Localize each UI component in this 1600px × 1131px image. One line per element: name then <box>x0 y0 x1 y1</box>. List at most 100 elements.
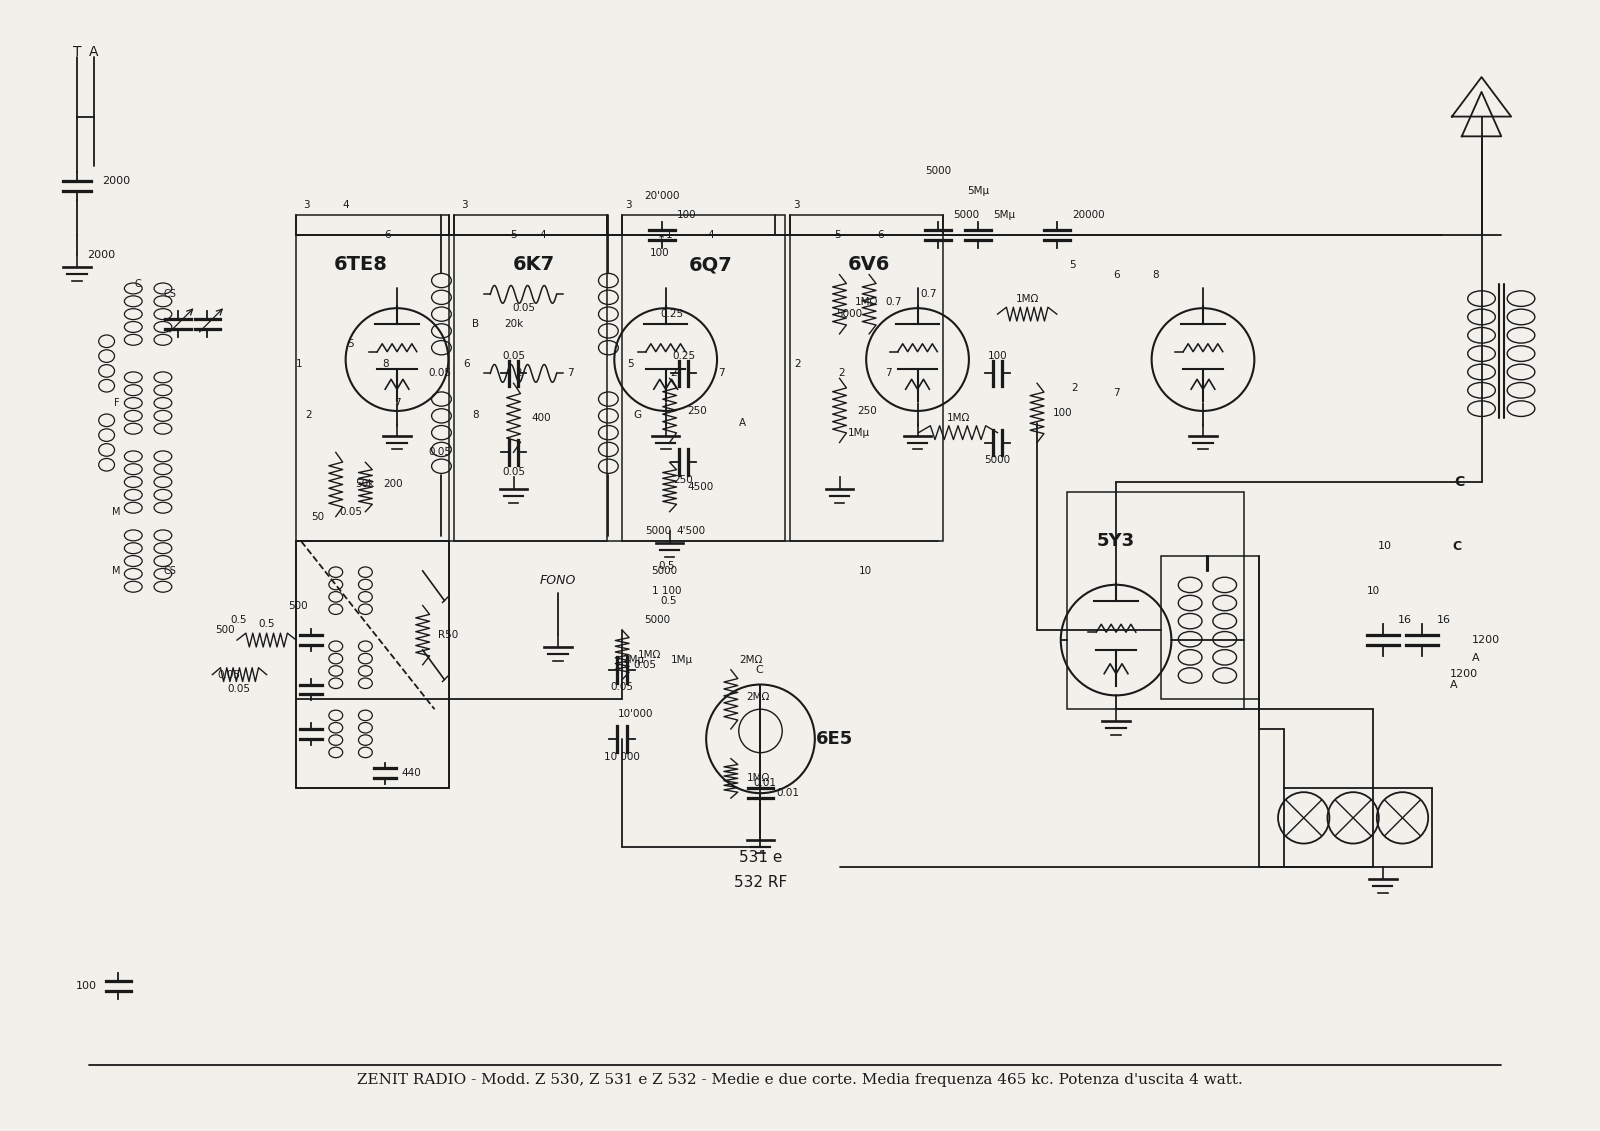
Text: 100: 100 <box>75 981 96 991</box>
Text: A: A <box>90 45 99 60</box>
Text: 8: 8 <box>382 359 389 369</box>
Text: 1200: 1200 <box>1472 636 1499 645</box>
Text: 531 e: 531 e <box>739 849 782 865</box>
Text: A: A <box>739 417 746 428</box>
Text: 6TE8: 6TE8 <box>333 256 387 274</box>
Text: 1MΩ: 1MΩ <box>856 297 878 308</box>
Text: 2: 2 <box>1072 383 1078 394</box>
Text: 250: 250 <box>674 475 693 485</box>
Text: 0.5: 0.5 <box>659 561 675 571</box>
Text: 5Y3: 5Y3 <box>1098 533 1134 551</box>
Text: 4: 4 <box>539 230 547 240</box>
Text: 100: 100 <box>650 248 669 258</box>
Text: M: M <box>112 507 120 517</box>
Text: 100: 100 <box>677 210 696 221</box>
Text: 3: 3 <box>302 200 309 210</box>
Text: 5000: 5000 <box>651 566 678 576</box>
Text: 4: 4 <box>707 230 715 240</box>
Text: 500: 500 <box>216 625 235 636</box>
Text: 7: 7 <box>394 398 400 408</box>
Text: 8: 8 <box>1152 269 1158 279</box>
Text: C: C <box>755 665 763 675</box>
Text: 100: 100 <box>987 351 1008 361</box>
Text: 5Mμ: 5Mμ <box>994 210 1016 221</box>
Text: 20k: 20k <box>504 319 523 329</box>
Text: 16: 16 <box>1397 615 1411 625</box>
Text: 200: 200 <box>382 480 403 489</box>
Text: 5000: 5000 <box>837 309 862 319</box>
Text: 0.05: 0.05 <box>427 448 451 457</box>
Text: ↑: ↑ <box>658 235 667 245</box>
Text: 1: 1 <box>666 230 674 240</box>
Text: C: C <box>1453 539 1461 553</box>
Text: 5: 5 <box>627 359 634 369</box>
Text: R50: R50 <box>438 630 459 640</box>
Text: 2: 2 <box>670 369 677 379</box>
Text: 6E5: 6E5 <box>816 729 853 748</box>
Text: 2MΩ: 2MΩ <box>747 692 770 702</box>
Text: 6: 6 <box>1112 269 1120 279</box>
Text: 4'500: 4'500 <box>677 526 706 536</box>
Text: 5Mμ: 5Mμ <box>966 185 989 196</box>
Text: 6: 6 <box>384 230 390 240</box>
Text: 5000: 5000 <box>954 210 979 221</box>
Text: 10: 10 <box>1378 542 1392 551</box>
Text: 0.5: 0.5 <box>258 620 275 629</box>
Text: 3: 3 <box>461 200 467 210</box>
Text: 5: 5 <box>510 230 517 240</box>
Text: 400: 400 <box>531 413 550 423</box>
Text: 6Q7: 6Q7 <box>690 256 733 274</box>
Text: 7: 7 <box>568 369 574 379</box>
Text: 5000: 5000 <box>643 615 670 625</box>
Text: 1MΩ: 1MΩ <box>1016 294 1038 304</box>
Text: 20000: 20000 <box>1072 210 1106 221</box>
Text: 4500: 4500 <box>688 482 714 492</box>
Text: M: M <box>112 566 120 576</box>
Text: 3: 3 <box>792 200 800 210</box>
Text: 1MΩ: 1MΩ <box>747 774 770 784</box>
Text: 4: 4 <box>342 200 349 210</box>
Text: G: G <box>634 409 642 420</box>
Text: 0.05: 0.05 <box>427 369 451 379</box>
Text: 2000: 2000 <box>88 250 115 260</box>
Text: 10'000: 10'000 <box>618 709 654 719</box>
Text: 0.05: 0.05 <box>227 684 251 694</box>
Text: B: B <box>472 319 480 329</box>
Text: 0.25: 0.25 <box>661 309 683 319</box>
Text: 1MΩ: 1MΩ <box>638 650 661 659</box>
Text: 10 000: 10 000 <box>605 752 640 761</box>
Text: T: T <box>72 45 82 60</box>
Text: 7: 7 <box>885 369 893 379</box>
Text: 5000: 5000 <box>925 166 952 176</box>
Text: 0.05: 0.05 <box>502 467 525 477</box>
Text: 500: 500 <box>288 601 309 611</box>
Text: 10: 10 <box>859 566 872 576</box>
Text: 0.05: 0.05 <box>218 670 240 680</box>
Text: F: F <box>114 398 120 408</box>
Text: 0.5: 0.5 <box>230 615 248 625</box>
Text: 1 100: 1 100 <box>651 586 682 596</box>
Text: FONO: FONO <box>539 575 576 587</box>
Text: 0.05: 0.05 <box>339 507 362 517</box>
Text: 2: 2 <box>838 369 845 379</box>
Text: 7: 7 <box>1112 388 1120 398</box>
Text: 5: 5 <box>834 230 842 240</box>
Text: 0.5: 0.5 <box>661 596 677 605</box>
Text: 3: 3 <box>626 200 632 210</box>
Text: 532 RF: 532 RF <box>734 874 787 890</box>
Text: 7: 7 <box>718 369 725 379</box>
Text: C: C <box>134 279 142 290</box>
Text: 50: 50 <box>312 511 325 521</box>
Text: 16: 16 <box>1437 615 1451 625</box>
Text: 8: 8 <box>472 409 480 420</box>
Text: 20'000: 20'000 <box>643 191 680 200</box>
Text: 1Mμ: 1Mμ <box>848 428 870 438</box>
Text: 6: 6 <box>462 359 469 369</box>
Text: 0.05: 0.05 <box>512 303 534 313</box>
Text: 100: 100 <box>1053 408 1072 417</box>
Text: 2000: 2000 <box>102 175 130 185</box>
Text: 0.05: 0.05 <box>611 682 634 692</box>
Text: 1Mμ: 1Mμ <box>670 655 693 665</box>
Text: 440: 440 <box>402 768 421 778</box>
Text: 250: 250 <box>688 406 707 416</box>
